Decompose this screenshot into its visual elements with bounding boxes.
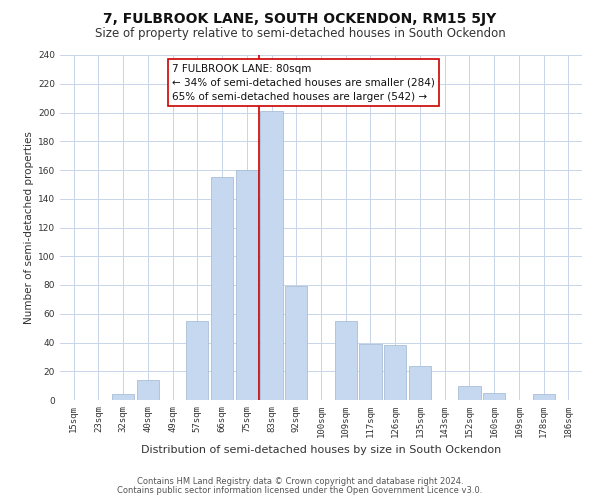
Bar xyxy=(260,111,283,400)
Text: 7, FULBROOK LANE, SOUTH OCKENDON, RM15 5JY: 7, FULBROOK LANE, SOUTH OCKENDON, RM15 5… xyxy=(103,12,497,26)
Bar xyxy=(335,321,357,400)
Bar xyxy=(186,321,208,400)
Text: Size of property relative to semi-detached houses in South Ockendon: Size of property relative to semi-detach… xyxy=(95,28,505,40)
Text: Contains HM Land Registry data © Crown copyright and database right 2024.: Contains HM Land Registry data © Crown c… xyxy=(137,477,463,486)
Text: 7 FULBROOK LANE: 80sqm
← 34% of semi-detached houses are smaller (284)
65% of se: 7 FULBROOK LANE: 80sqm ← 34% of semi-det… xyxy=(172,64,435,102)
Bar xyxy=(236,170,258,400)
Bar xyxy=(359,344,382,400)
Bar xyxy=(409,366,431,400)
Bar xyxy=(483,393,505,400)
Bar xyxy=(211,177,233,400)
Bar xyxy=(137,380,159,400)
X-axis label: Distribution of semi-detached houses by size in South Ockendon: Distribution of semi-detached houses by … xyxy=(141,446,501,456)
Y-axis label: Number of semi-detached properties: Number of semi-detached properties xyxy=(24,131,34,324)
Text: Contains public sector information licensed under the Open Government Licence v3: Contains public sector information licen… xyxy=(118,486,482,495)
Bar xyxy=(458,386,481,400)
Bar xyxy=(384,346,406,400)
Bar xyxy=(285,286,307,400)
Bar xyxy=(533,394,555,400)
Bar xyxy=(112,394,134,400)
